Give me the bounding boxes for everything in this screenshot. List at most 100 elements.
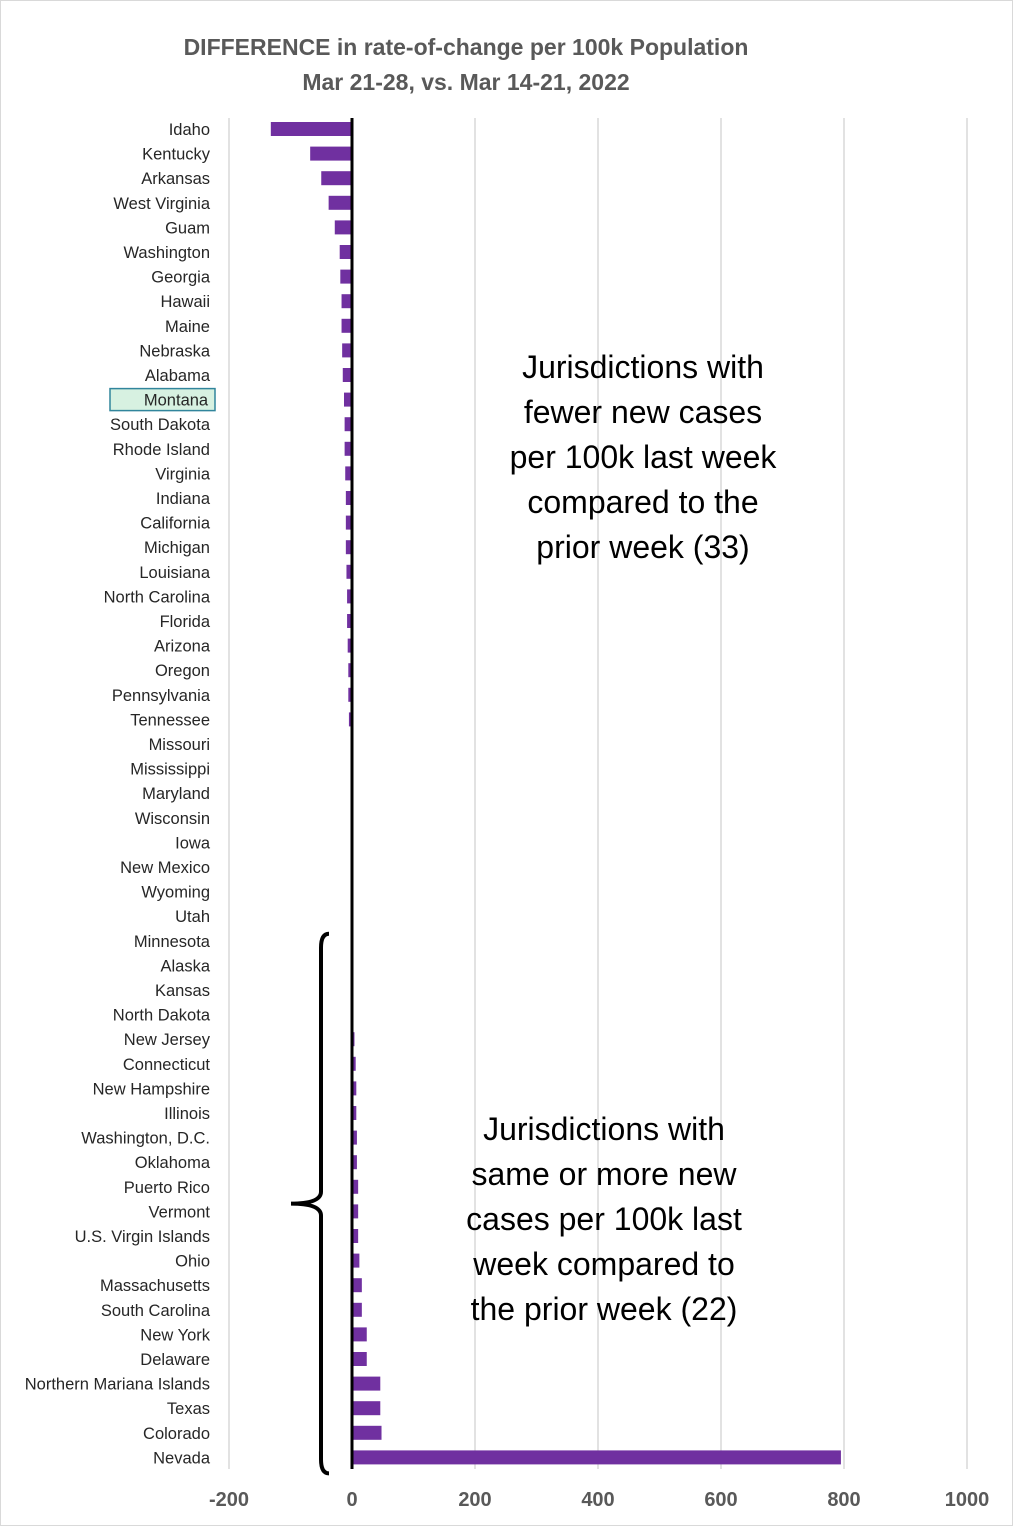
bar xyxy=(345,491,352,505)
bar xyxy=(348,687,352,702)
category-label: North Carolina xyxy=(104,588,211,606)
annotation-line: Jurisdictions with xyxy=(522,349,764,385)
bar xyxy=(344,441,352,456)
bar xyxy=(352,1278,362,1293)
category-label: Maine xyxy=(165,318,210,336)
category-label: Arizona xyxy=(154,638,211,656)
category-label: South Carolina xyxy=(101,1302,211,1320)
bar xyxy=(352,1155,357,1170)
category-label: Wyoming xyxy=(141,884,210,902)
category-label: New Jersey xyxy=(124,1031,211,1049)
category-label: Illinois xyxy=(164,1105,210,1123)
annotation-line: prior week (33) xyxy=(536,529,750,565)
annotation-line: cases per 100k last xyxy=(466,1201,742,1237)
annotation-fewer-cases: Jurisdictions with fewer new cases per 1… xyxy=(483,345,803,570)
annotation-line: week compared to xyxy=(473,1246,735,1282)
bar xyxy=(341,318,352,333)
bar xyxy=(310,146,352,161)
category-label: U.S. Virgin Islands xyxy=(75,1228,210,1246)
category-label: Washington xyxy=(123,244,210,262)
bar xyxy=(352,1130,357,1145)
annotation-line: fewer new cases xyxy=(523,394,763,430)
annotation-line: per 100k last week xyxy=(509,439,777,475)
x-tick-label: 200 xyxy=(458,1489,491,1511)
category-label: Colorado xyxy=(143,1425,210,1443)
category-label: California xyxy=(140,515,211,533)
category-label: Ohio xyxy=(175,1253,210,1271)
category-label: Virginia xyxy=(155,465,211,483)
bar xyxy=(352,1106,357,1120)
bar xyxy=(340,269,352,284)
category-label: South Dakota xyxy=(110,416,211,434)
category-label: Puerto Rico xyxy=(124,1179,210,1197)
category-label: Wisconsin xyxy=(135,810,210,828)
annotation-line: the prior week (22) xyxy=(470,1291,738,1327)
category-label: Idaho xyxy=(169,121,210,139)
bar xyxy=(352,1450,841,1465)
x-tick-label: 600 xyxy=(704,1489,737,1511)
annotation-line: Jurisdictions with xyxy=(483,1111,725,1147)
x-tick-label: -200 xyxy=(209,1489,249,1511)
bar xyxy=(352,1376,381,1391)
category-label: Alaska xyxy=(160,957,210,975)
bar xyxy=(347,614,352,628)
category-label: New Hampshire xyxy=(93,1080,210,1098)
bar xyxy=(348,663,352,678)
bar xyxy=(348,712,352,727)
category-label: Alabama xyxy=(145,367,211,385)
category-label: Texas xyxy=(167,1400,210,1418)
annotation-line: same or more new xyxy=(471,1156,737,1192)
category-label: Delaware xyxy=(140,1351,210,1369)
category-label: Oklahoma xyxy=(135,1154,211,1172)
bar xyxy=(345,540,352,555)
category-label: Arkansas xyxy=(141,170,210,188)
bar xyxy=(344,417,352,432)
highlight-box xyxy=(109,387,216,412)
bar xyxy=(352,1204,359,1219)
bar xyxy=(352,1327,367,1342)
x-tick-label: 400 xyxy=(581,1489,614,1511)
category-label: Michigan xyxy=(144,539,210,557)
bar xyxy=(352,1302,362,1317)
category-label: Kansas xyxy=(155,982,210,1000)
category-label: Nevada xyxy=(153,1449,211,1467)
chart-title: DIFFERENCE in rate-of-change per 100k Po… xyxy=(183,34,749,60)
group-brace xyxy=(290,931,330,1476)
category-label: Nebraska xyxy=(139,342,210,360)
bar xyxy=(352,1229,359,1243)
x-tick-label: 1000 xyxy=(945,1489,990,1511)
category-label: Washington, D.C. xyxy=(81,1130,210,1148)
bar xyxy=(352,1081,357,1096)
category-label: Mississippi xyxy=(130,761,210,779)
category-label: Missouri xyxy=(149,736,210,754)
bar xyxy=(270,122,352,136)
x-tick-label: 800 xyxy=(827,1489,860,1511)
category-label: North Dakota xyxy=(113,1007,211,1025)
bar xyxy=(347,589,352,604)
category-label: New Mexico xyxy=(120,859,210,877)
annotation-line: compared to the xyxy=(527,484,759,520)
category-label: New York xyxy=(140,1326,210,1344)
bar xyxy=(345,515,352,530)
category-label: Utah xyxy=(175,908,210,926)
chart-subtitle: Mar 21-28, vs. Mar 14-21, 2022 xyxy=(302,69,630,95)
bar xyxy=(339,245,352,259)
category-label: Oregon xyxy=(155,662,210,680)
category-label: Indiana xyxy=(156,490,211,508)
bar xyxy=(342,368,352,382)
bar xyxy=(344,392,352,407)
category-label: Guam xyxy=(165,219,210,237)
bar xyxy=(347,638,352,653)
category-label: Minnesota xyxy=(134,933,211,951)
bar xyxy=(328,195,352,210)
bar xyxy=(321,171,352,186)
category-label: Pennsylvania xyxy=(112,687,211,705)
category-label: Vermont xyxy=(149,1203,211,1221)
category-label: Connecticut xyxy=(123,1056,211,1074)
category-label: Montana xyxy=(144,392,209,410)
category-label: Rhode Island xyxy=(113,441,210,459)
bar xyxy=(341,294,352,309)
bar xyxy=(352,1056,356,1071)
